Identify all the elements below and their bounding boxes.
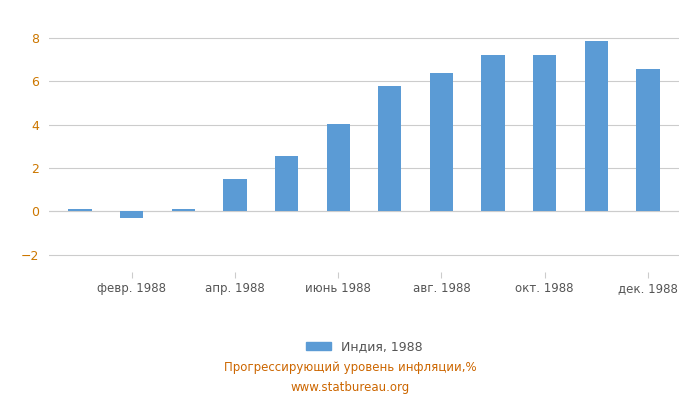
Bar <box>533 55 556 211</box>
Bar <box>378 86 401 211</box>
Bar <box>223 179 246 211</box>
Text: www.statbureau.org: www.statbureau.org <box>290 382 410 394</box>
Bar <box>172 208 195 211</box>
Bar <box>327 124 350 211</box>
Bar <box>636 70 659 211</box>
Bar <box>69 208 92 211</box>
Bar <box>430 73 453 211</box>
Bar <box>120 211 144 218</box>
Bar <box>275 156 298 211</box>
Bar <box>482 55 505 211</box>
Bar <box>584 41 608 211</box>
Text: Прогрессирующий уровень инфляции,%: Прогрессирующий уровень инфляции,% <box>224 362 476 374</box>
Legend: Индия, 1988: Индия, 1988 <box>301 336 427 358</box>
